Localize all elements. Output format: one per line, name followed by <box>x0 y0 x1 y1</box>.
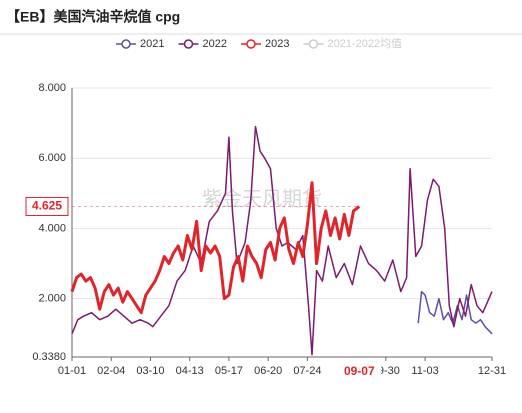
legend-marker <box>183 39 194 49</box>
x-tick-label: 05-17 <box>215 365 243 377</box>
legend-item: 2021 <box>116 38 164 50</box>
legend-marker <box>121 39 131 49</box>
pointer-x-label: 09-07 <box>344 364 375 378</box>
legend-label: 2021-2022均值 <box>327 37 402 50</box>
legend-item: 2023 <box>240 38 289 50</box>
x-tick-label: 07-24 <box>293 365 321 377</box>
y-tick-label: 8.000 <box>38 82 66 94</box>
chart-title: 【EB】美国汽油辛烷值 cpg <box>6 9 180 25</box>
legend-marker <box>308 39 319 49</box>
y-tick-label: 6.000 <box>38 152 66 164</box>
pointer-x-box <box>337 362 382 380</box>
x-tick-label: 12-31 <box>478 365 506 377</box>
x-tick-label: 02-04 <box>97 365 125 377</box>
series-line <box>417 290 493 335</box>
legend-marker <box>246 39 256 49</box>
y-tick-label: 4.000 <box>38 222 66 234</box>
y-tick-label: 2.000 <box>38 293 66 305</box>
x-tick-label: 03-10 <box>136 365 164 377</box>
series-line <box>70 181 361 315</box>
pointer-y-label: 4.625 <box>32 199 62 213</box>
x-tick-label: 04-13 <box>176 365 204 377</box>
y-tick-label: 0.3380 <box>32 351 66 363</box>
series-line <box>71 125 493 356</box>
x-tick-label: 01-01 <box>58 365 86 377</box>
legend-label: 2022 <box>202 38 226 50</box>
legend-label: 2021 <box>140 38 164 50</box>
legend-item: 2022 <box>178 38 227 50</box>
legend-item: 2021-2022均值 <box>303 37 402 50</box>
x-tick-label: 11-03 <box>411 365 438 377</box>
x-tick-label: 06-20 <box>254 365 282 377</box>
legend-label: 2023 <box>265 38 289 50</box>
pointer-y-box <box>25 196 69 216</box>
